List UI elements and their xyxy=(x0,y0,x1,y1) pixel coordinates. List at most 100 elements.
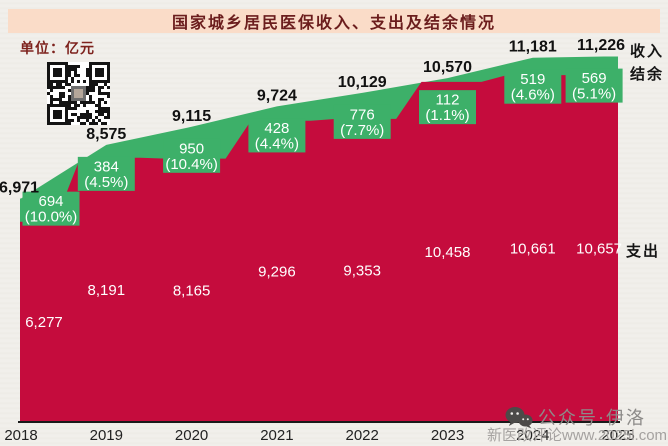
income-value-label: 6,971 xyxy=(0,180,39,197)
balance-value-label: 384 xyxy=(94,158,119,175)
qr-module xyxy=(59,86,62,89)
qr-module xyxy=(47,92,50,95)
expense-value-label: 8,191 xyxy=(88,282,126,299)
qr-module xyxy=(98,113,101,116)
qr-module xyxy=(71,107,74,110)
qr-module xyxy=(62,92,65,95)
qr-module xyxy=(107,95,110,98)
qr-module xyxy=(83,80,86,83)
balance-value-label: 776 xyxy=(350,106,375,123)
qr-module xyxy=(98,104,101,107)
expense-value-label: 10,458 xyxy=(425,244,471,261)
qr-module xyxy=(89,98,92,101)
qr-module xyxy=(95,110,98,113)
expense-value-label: 9,296 xyxy=(258,263,296,280)
qr-module xyxy=(77,80,80,83)
qr-module xyxy=(62,86,65,89)
balance-label-box xyxy=(248,118,306,153)
balance-label-box xyxy=(77,156,135,191)
qr-module xyxy=(107,92,110,95)
x-axis-year-label: 2020 xyxy=(175,427,208,444)
expense-value-label: 6,277 xyxy=(25,314,63,331)
qr-module xyxy=(92,119,95,122)
income-value-label: 9,724 xyxy=(257,87,297,104)
qr-module xyxy=(83,122,86,125)
qr-module xyxy=(74,68,77,71)
qr-module xyxy=(86,86,89,89)
qr-module xyxy=(71,68,74,71)
qr-module xyxy=(89,116,92,119)
qr-module xyxy=(107,110,110,113)
qr-module xyxy=(68,71,71,74)
qr-module xyxy=(101,98,104,101)
qr-module xyxy=(62,101,65,104)
qr-module xyxy=(80,116,83,119)
qr-module xyxy=(74,71,77,74)
qr-module xyxy=(77,104,80,107)
series-label-expense: 支出 xyxy=(626,244,661,260)
qr-module xyxy=(104,101,107,104)
balance-value-label: 428 xyxy=(264,120,289,137)
qr-module xyxy=(77,116,80,119)
qr-module xyxy=(62,95,65,98)
qr-module xyxy=(71,80,74,83)
balance-value-label: 569 xyxy=(582,70,607,87)
qr-module xyxy=(98,92,101,95)
qr-module xyxy=(92,86,95,89)
qr-module xyxy=(74,104,77,107)
qr-module xyxy=(86,110,89,113)
qr-module xyxy=(68,107,71,110)
balance-label-box xyxy=(333,104,391,139)
x-axis-year-label: 2023 xyxy=(431,427,464,444)
qr-module xyxy=(50,101,53,104)
x-axis-year-label: 2025 xyxy=(601,427,634,444)
qr-module xyxy=(86,113,89,116)
unit-label: 单位：亿元 xyxy=(20,42,95,57)
qr-module xyxy=(71,119,74,122)
income-value-label: 11,181 xyxy=(509,39,557,56)
qr-module xyxy=(101,113,104,116)
qr-module xyxy=(50,86,53,89)
income-value-label: 10,129 xyxy=(338,74,387,91)
qr-module xyxy=(47,83,50,86)
qr-module xyxy=(83,116,86,119)
qr-module xyxy=(77,74,80,77)
qr-module xyxy=(47,86,50,89)
qr-module xyxy=(98,110,101,113)
qr-module xyxy=(74,74,77,77)
qr-module xyxy=(104,110,107,113)
balance-pct-label: (4.5%) xyxy=(84,174,128,191)
income-value-label: 10,570 xyxy=(423,59,472,76)
x-axis-year-label: 2019 xyxy=(90,427,123,444)
qr-module xyxy=(68,122,71,125)
qr-module xyxy=(86,89,89,92)
balance-pct-label: (10.0%) xyxy=(25,209,78,226)
qr-module xyxy=(74,101,77,104)
qr-module xyxy=(101,92,104,95)
qr-module xyxy=(86,74,89,77)
qr-module xyxy=(104,122,107,125)
expense-value-label: 8,165 xyxy=(173,282,211,299)
x-axis-year-label: 2024 xyxy=(516,427,549,444)
qr-module xyxy=(53,68,62,77)
qr-module xyxy=(101,86,104,89)
qr-module xyxy=(50,83,53,86)
balance-label-box xyxy=(22,191,80,226)
balance-value-label: 694 xyxy=(38,193,63,210)
qr-code xyxy=(47,62,110,125)
chart-title-banner: 国家城乡居民医保收入、支出及结余情况 xyxy=(8,9,660,33)
qr-module xyxy=(56,98,59,101)
balance-pct-label: (4.6%) xyxy=(511,87,555,104)
balance-pct-label: (1.1%) xyxy=(425,107,469,124)
qr-module xyxy=(59,92,62,95)
wechat-icon xyxy=(505,406,533,428)
balance-pct-label: (4.4%) xyxy=(255,135,299,152)
qr-module xyxy=(77,119,80,122)
balance-value-label: 950 xyxy=(179,140,204,157)
expense-value-label: 10,657 xyxy=(576,241,622,258)
qr-module xyxy=(104,92,107,95)
qr-module xyxy=(92,101,95,104)
qr-module xyxy=(98,101,101,104)
